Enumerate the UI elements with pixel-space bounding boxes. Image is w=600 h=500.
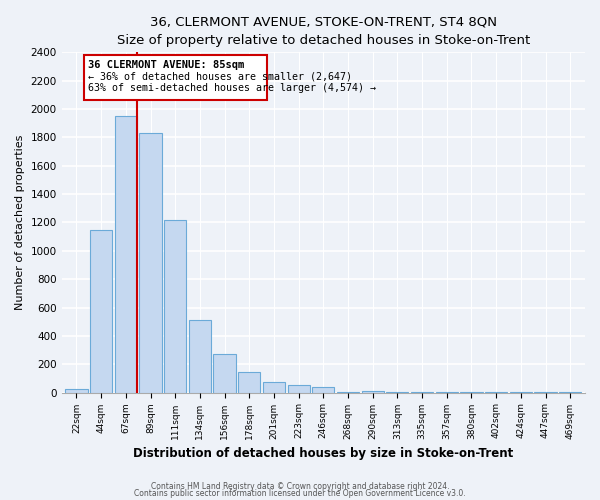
Bar: [139, 133, 161, 392]
Title: 36, CLERMONT AVENUE, STOKE-ON-TRENT, ST4 8QN
Size of property relative to detach: 36, CLERMONT AVENUE, STOKE-ON-TRENT, ST4…: [117, 15, 530, 47]
Bar: [287, 386, 310, 392]
Bar: [362, 391, 384, 392]
FancyBboxPatch shape: [84, 55, 266, 100]
Bar: [263, 382, 285, 392]
X-axis label: Distribution of detached houses by size in Stoke-on-Trent: Distribution of detached houses by size …: [133, 447, 514, 460]
Bar: [189, 320, 211, 392]
Bar: [90, 230, 112, 392]
Text: Contains HM Land Registry data © Crown copyright and database right 2024.: Contains HM Land Registry data © Crown c…: [151, 482, 449, 491]
Text: Contains public sector information licensed under the Open Government Licence v3: Contains public sector information licen…: [134, 490, 466, 498]
Text: 63% of semi-detached houses are larger (4,574) →: 63% of semi-detached houses are larger (…: [88, 84, 376, 94]
Bar: [65, 389, 88, 392]
Text: ← 36% of detached houses are smaller (2,647): ← 36% of detached houses are smaller (2,…: [88, 72, 352, 82]
Text: 36 CLERMONT AVENUE: 85sqm: 36 CLERMONT AVENUE: 85sqm: [88, 60, 244, 70]
Bar: [164, 220, 187, 392]
Bar: [238, 372, 260, 392]
Bar: [115, 116, 137, 392]
Y-axis label: Number of detached properties: Number of detached properties: [15, 135, 25, 310]
Bar: [214, 354, 236, 393]
Bar: [312, 387, 334, 392]
